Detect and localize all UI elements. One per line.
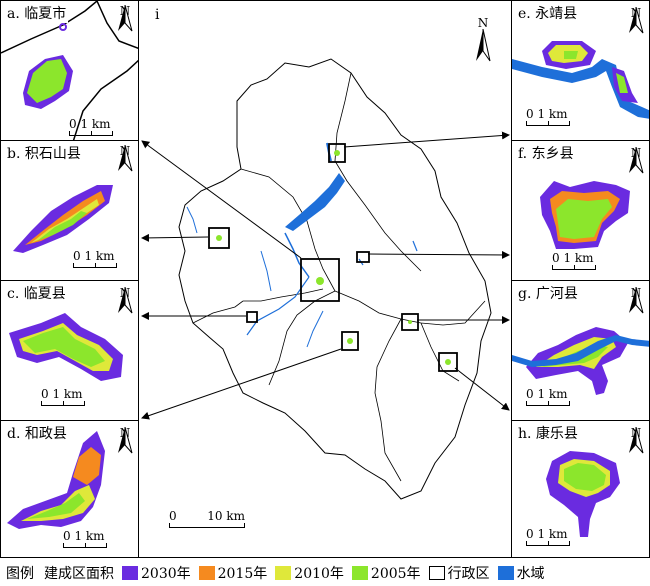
legend-item-2015: 2015年 (198, 563, 268, 583)
main-map-canvas (178, 58, 492, 500)
panel-label: e. 永靖县 (516, 3, 580, 23)
inset-panel-d: d. 和政县 N 0 1 km (0, 420, 139, 558)
scale-bar: 0 1 km (526, 387, 570, 406)
north-arrow-icon: N (626, 287, 646, 314)
legend-swatch (351, 566, 368, 580)
north-arrow-icon: N (115, 145, 135, 172)
north-arrow-icon: N (626, 147, 646, 174)
north-arrow-icon: N (115, 5, 135, 32)
inset-map-b (13, 185, 113, 253)
scale-label-right: 10 km (207, 509, 245, 523)
scale-label: 0 1 km (526, 527, 568, 541)
legend-swatch (198, 566, 215, 580)
north-arrow-icon: N (626, 7, 646, 34)
inset-panel-e: e. 永靖县 N 0 1 km (511, 0, 650, 141)
scale-label-left: 0 (169, 509, 177, 523)
panel-label: b. 积石山县 (5, 143, 83, 163)
legend-label: 水域 (516, 566, 545, 582)
north-label: N (477, 16, 489, 30)
inset-map-c (9, 313, 123, 381)
legend: 图例 建成区面积 2030年 2015年 2010年 2005年 行政区 水域 (0, 560, 650, 586)
legend-label: 2010年 (294, 566, 344, 582)
north-arrow-icon: N (473, 17, 493, 67)
panel-label: f. 东乡县 (516, 143, 576, 163)
legend-item-2010: 2010年 (275, 563, 344, 583)
scale-bar: 0 1 km (552, 251, 596, 270)
scale-label: 0 1 km (526, 387, 568, 401)
scale-bar: 0 1 km (63, 529, 107, 548)
panel-label: h. 康乐县 (516, 423, 580, 443)
legend-item-2005: 2005年 (351, 563, 421, 583)
north-arrow-icon: N (115, 287, 135, 314)
legend-swatch (497, 566, 514, 580)
legend-swatch (428, 566, 445, 580)
legend-item-water: 水域 (497, 563, 545, 583)
legend-subtitle: 建成区面积 (44, 566, 114, 582)
main-map-label: i (155, 7, 160, 23)
legend-label: 2005年 (370, 566, 421, 582)
scale-bar: 0 1 km (526, 527, 570, 546)
legend-title: 图例 (6, 566, 34, 582)
inset-map-a (1, 1, 138, 140)
scale-label: 0 1 km (63, 529, 105, 543)
scale-bar: 0 1 km (526, 107, 570, 126)
inset-map-e (512, 41, 649, 119)
scale-label: 0 1 km (69, 117, 111, 131)
inset-panel-g: g. 广河县 N 0 1 km (511, 280, 650, 421)
scale-label: 0 1 km (73, 249, 115, 263)
legend-label: 2015年 (217, 566, 268, 582)
scale-bar: 0 1 km (69, 117, 113, 136)
panel-label: d. 和政县 (5, 423, 69, 443)
scale-label: 0 1 km (526, 107, 568, 121)
main-map: i N 0 10 km (138, 0, 512, 558)
scale-label: 0 1 km (41, 387, 83, 401)
panel-label: a. 临夏市 (5, 3, 69, 23)
inset-panel-f: f. 东乡县 N 0 1 km (511, 140, 650, 281)
inset-map-h (546, 451, 620, 537)
inset-map-g (512, 327, 649, 395)
north-arrow-icon: N (626, 427, 646, 454)
legend-item-admin: 行政区 (428, 563, 490, 583)
inset-panel-c: c. 临夏县 N 0 1 km (0, 280, 139, 421)
scale-bar: 0 1 km (73, 249, 117, 268)
scale-bar: 0 10 km (169, 509, 245, 528)
inset-map-d (7, 431, 105, 529)
panel-label: c. 临夏县 (5, 283, 68, 303)
legend-item-2030: 2030年 (122, 563, 191, 583)
inset-panel-h: h. 康乐县 N 0 1 km (511, 420, 650, 558)
inset-panel-a: a. 临夏市 N 0 1 km (0, 0, 139, 141)
legend-label: 2030年 (141, 566, 191, 582)
legend-label: 行政区 (447, 566, 490, 582)
scale-bar: 0 1 km (41, 387, 85, 406)
north-arrow-icon: N (115, 427, 135, 454)
legend-swatch (122, 566, 138, 580)
scale-label: 0 1 km (552, 251, 594, 265)
inset-map-f (540, 181, 630, 249)
panel-label: g. 广河县 (516, 283, 580, 303)
legend-swatch (275, 566, 292, 580)
inset-panel-b: b. 积石山县 N 0 1 km (0, 140, 139, 281)
